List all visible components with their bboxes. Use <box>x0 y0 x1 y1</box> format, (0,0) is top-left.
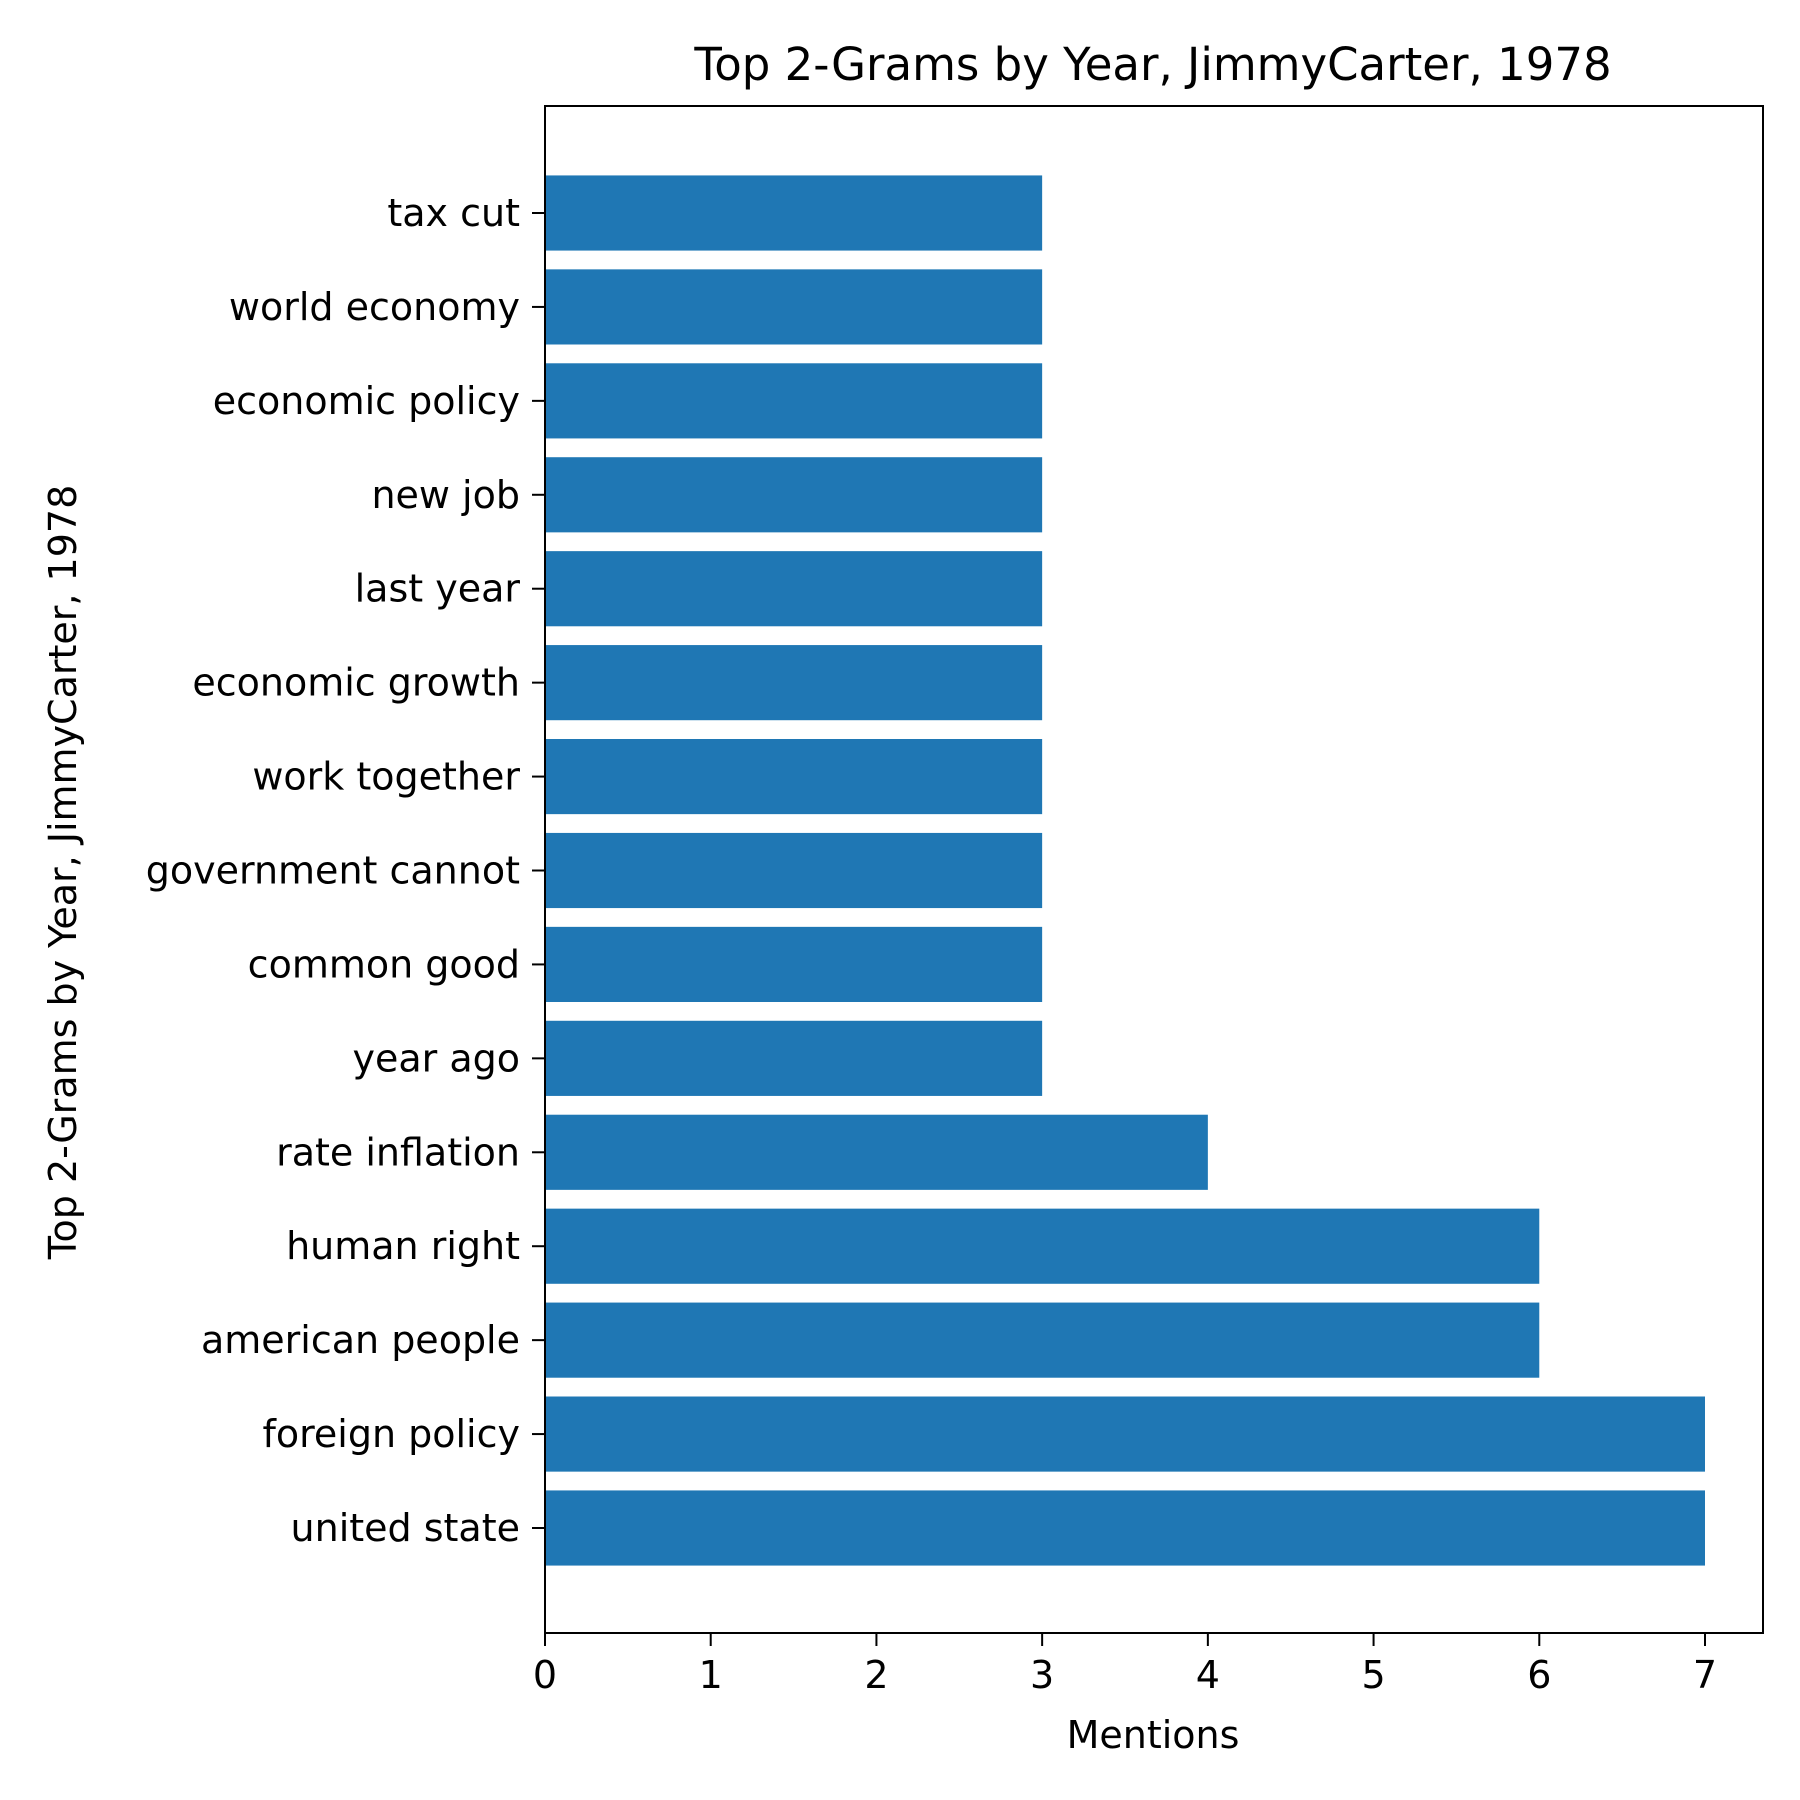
bar-year-ago <box>545 1020 1043 1096</box>
bar-government-cannot <box>545 832 1043 909</box>
bars-group <box>545 175 1705 1566</box>
y-tick-label: government cannot <box>146 849 520 893</box>
y-axis-label: Top 2-Grams by Year, JimmyCarter, 1978 <box>41 485 85 1261</box>
y-tick-label: work together <box>252 755 520 799</box>
bar-new-job <box>545 457 1043 533</box>
y-tick-label: economic growth <box>192 661 520 705</box>
y-tick-label: common good <box>248 942 520 986</box>
x-tick-label: 4 <box>1196 1653 1220 1697</box>
y-tick-label: rate inflation <box>276 1130 520 1174</box>
bar-rate-inflation <box>545 1114 1208 1190</box>
x-tick-label: 6 <box>1527 1653 1551 1697</box>
plot-area-frame <box>544 105 1764 1634</box>
y-tick-label: foreign policy <box>262 1412 520 1456</box>
bar-economic-policy <box>545 363 1043 439</box>
y-tick-label: year ago <box>352 1036 520 1080</box>
bar-foreign-policy <box>545 1396 1705 1472</box>
bar-tax-cut <box>545 175 1043 251</box>
x-tick-label: 5 <box>1361 1653 1385 1697</box>
x-axis-ticks: 0 1 2 3 4 5 6 7 <box>533 1633 1717 1697</box>
bar-world-economy <box>545 269 1043 345</box>
bar-work-together <box>545 739 1043 815</box>
x-tick-label: 0 <box>533 1653 557 1697</box>
y-tick-label: united state <box>291 1506 520 1550</box>
y-tick-label: world economy <box>229 285 520 329</box>
chart-title: Top 2-Grams by Year, JimmyCarter, 1978 <box>693 38 1611 91</box>
x-tick-label: 2 <box>864 1653 888 1697</box>
y-tick-label: new job <box>371 473 520 517</box>
bar-common-good <box>545 926 1043 1002</box>
y-tick-label: american people <box>201 1318 520 1362</box>
x-tick-label: 3 <box>1030 1653 1054 1697</box>
y-tick-label: economic policy <box>213 379 520 423</box>
bar-united-state <box>545 1490 1705 1566</box>
x-axis-label: Mentions <box>1067 1713 1240 1757</box>
x-tick-label: 7 <box>1693 1653 1717 1697</box>
bar-last-year <box>545 551 1043 627</box>
y-axis-ticks: united state foreign policy american peopl… <box>146 191 545 1550</box>
bar-human-right <box>545 1208 1540 1284</box>
bar-economic-growth <box>545 645 1043 721</box>
y-tick-label: human right <box>286 1224 520 1268</box>
bar-american-people <box>545 1302 1540 1378</box>
y-tick-label: tax cut <box>387 191 520 235</box>
x-tick-label: 1 <box>699 1653 723 1697</box>
y-tick-label: last year <box>355 567 521 611</box>
